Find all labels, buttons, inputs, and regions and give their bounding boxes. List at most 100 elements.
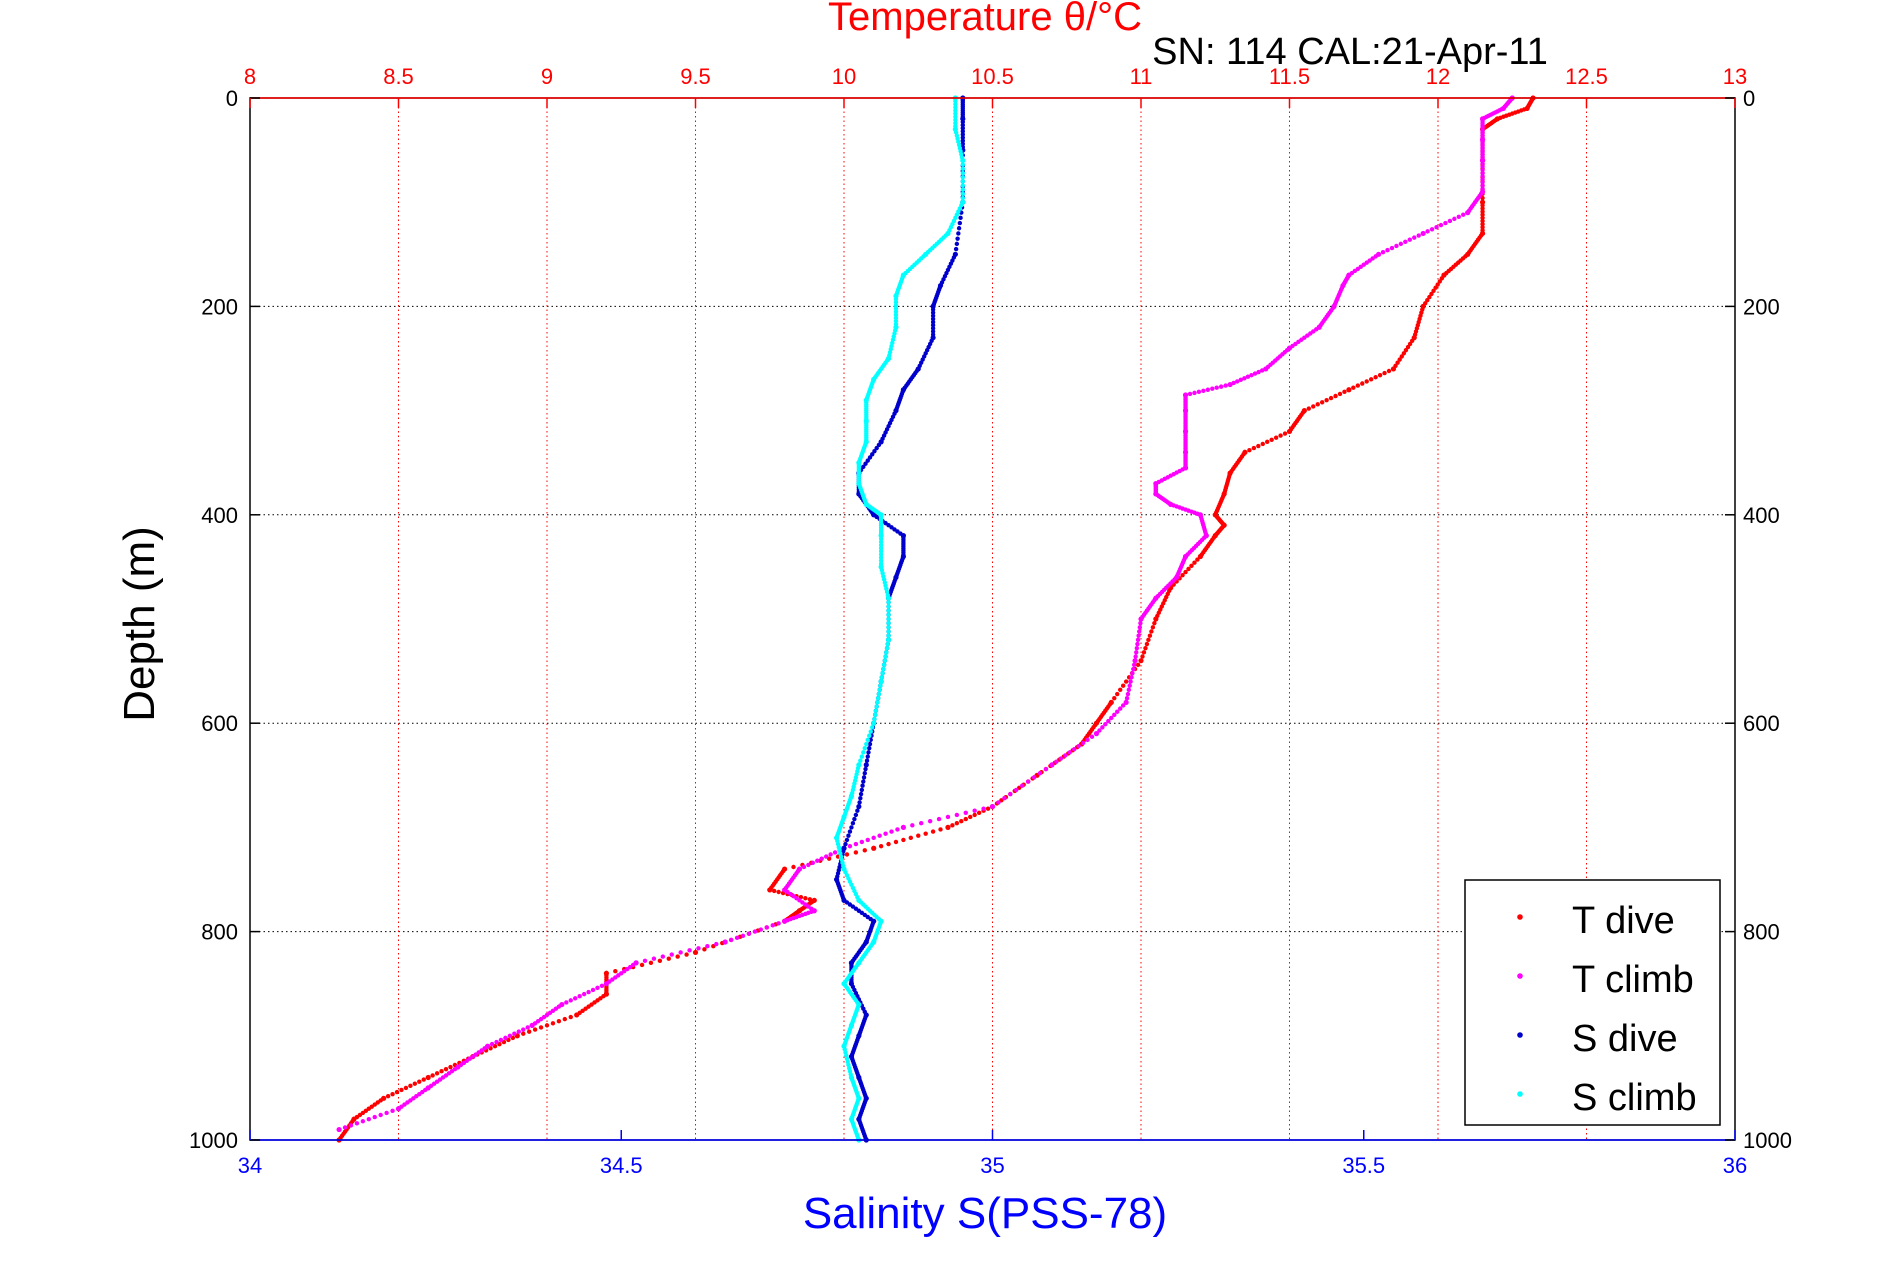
data-point-fill bbox=[893, 300, 899, 305]
data-point-fill bbox=[1399, 354, 1404, 359]
data-point-fill bbox=[960, 183, 965, 188]
data-point-fill bbox=[881, 662, 887, 668]
data-point-fill bbox=[953, 105, 958, 110]
data-point-fill bbox=[879, 675, 885, 680]
data-point-fill bbox=[960, 195, 965, 201]
data-point-fill bbox=[1080, 740, 1086, 746]
data-point-fill bbox=[832, 850, 838, 855]
y-axis-label: Depth (m) bbox=[115, 526, 164, 722]
data-point-fill bbox=[847, 843, 853, 849]
data-point-fill bbox=[642, 958, 648, 963]
data-point-fill bbox=[1319, 400, 1325, 405]
data-point-fill bbox=[494, 1039, 499, 1045]
data-point-fill bbox=[886, 616, 891, 622]
data-point-fill bbox=[901, 837, 906, 843]
data-point-fill bbox=[878, 552, 884, 557]
salinity-tick-label: 35 bbox=[980, 1153, 1004, 1178]
data-point-fill bbox=[1067, 750, 1072, 755]
data-point bbox=[1479, 157, 1486, 164]
data-point-fill bbox=[893, 309, 899, 314]
data-point-fill bbox=[498, 1037, 504, 1043]
data-point-fill bbox=[884, 645, 890, 651]
data-point-fill bbox=[960, 129, 965, 134]
data-point-fill bbox=[1100, 725, 1105, 730]
data-point-fill bbox=[1439, 276, 1445, 281]
y-tick-label-right: 400 bbox=[1743, 503, 1780, 528]
data-point-fill bbox=[568, 998, 573, 1003]
data-point-fill bbox=[1143, 645, 1148, 651]
data-point-fill bbox=[886, 625, 891, 630]
data-point-fill bbox=[1112, 695, 1117, 701]
data-point-fill bbox=[1149, 629, 1154, 634]
data-point bbox=[885, 595, 892, 601]
data-point-fill bbox=[1195, 557, 1200, 562]
data-point-fill bbox=[927, 818, 933, 824]
data-point bbox=[1286, 428, 1293, 435]
data-point-fill bbox=[1480, 177, 1485, 182]
data-point-fill bbox=[1398, 241, 1404, 247]
data-point-fill bbox=[776, 921, 781, 926]
data-point-fill bbox=[853, 841, 859, 847]
data-point bbox=[878, 678, 884, 685]
data-point-fill bbox=[963, 816, 968, 822]
data-point-fill bbox=[930, 316, 936, 322]
data-point-fill bbox=[1377, 372, 1383, 378]
data-point-fill bbox=[908, 835, 914, 841]
data-point-fill bbox=[1140, 654, 1145, 659]
data-point-fill bbox=[1416, 233, 1421, 238]
data-point-fill bbox=[1135, 662, 1141, 668]
data-point-fill bbox=[586, 989, 591, 995]
series-layer bbox=[336, 95, 1536, 1143]
y-tick-label-right: 1000 bbox=[1743, 1128, 1792, 1153]
data-point-fill bbox=[1133, 654, 1138, 659]
data-point-fill bbox=[696, 946, 701, 951]
legend-box bbox=[1464, 879, 1721, 1126]
data-point bbox=[1227, 381, 1233, 388]
data-point-fill bbox=[880, 670, 885, 676]
data-point-fill bbox=[886, 633, 891, 638]
data-point-fill bbox=[1407, 341, 1413, 347]
data-point-fill bbox=[1311, 404, 1316, 409]
data-point-fill bbox=[867, 746, 872, 751]
data-point-fill bbox=[867, 733, 872, 738]
series-t-dive bbox=[336, 95, 1536, 1143]
data-point-fill bbox=[556, 1019, 562, 1024]
data-point-fill bbox=[1412, 235, 1417, 240]
data-point-fill bbox=[849, 825, 854, 830]
data-point-fill bbox=[847, 829, 853, 834]
data-point-fill bbox=[390, 1091, 395, 1097]
data-point-fill bbox=[366, 1116, 371, 1122]
data-point bbox=[871, 845, 877, 851]
data-point-fill bbox=[930, 322, 936, 328]
data-point-fill bbox=[852, 816, 857, 822]
data-point-fill bbox=[1265, 439, 1270, 445]
data-point-fill bbox=[1278, 433, 1283, 438]
data-point-fill bbox=[758, 927, 764, 932]
data-point-fill bbox=[1223, 383, 1228, 388]
legend-label: S climb bbox=[1572, 1077, 1697, 1119]
data-point-fill bbox=[954, 812, 960, 818]
data-point-fill bbox=[1456, 214, 1461, 219]
data-point bbox=[1263, 366, 1269, 372]
data-point bbox=[1093, 731, 1100, 737]
data-point-fill bbox=[872, 449, 877, 454]
data-point-fill bbox=[960, 132, 965, 137]
data-point-fill bbox=[862, 771, 867, 776]
data-point-fill bbox=[1134, 645, 1140, 651]
data-point-fill bbox=[953, 120, 958, 126]
data-point-fill bbox=[895, 827, 900, 832]
data-point-fill bbox=[1136, 633, 1141, 638]
data-point-fill bbox=[844, 852, 850, 857]
data-point-fill bbox=[864, 741, 869, 747]
data-point-fill bbox=[1461, 212, 1466, 217]
data-point-fill bbox=[568, 1014, 573, 1020]
data-point-fill bbox=[877, 833, 882, 838]
data-point-fill bbox=[878, 558, 884, 563]
y-tick-label-left: 600 bbox=[201, 711, 238, 736]
data-point-fill bbox=[538, 1025, 544, 1030]
data-point-fill bbox=[1063, 753, 1068, 758]
data-point-fill bbox=[1425, 229, 1430, 234]
data-point-fill bbox=[412, 1081, 418, 1086]
data-point-fill bbox=[954, 241, 960, 247]
data-point-fill bbox=[1431, 288, 1436, 293]
